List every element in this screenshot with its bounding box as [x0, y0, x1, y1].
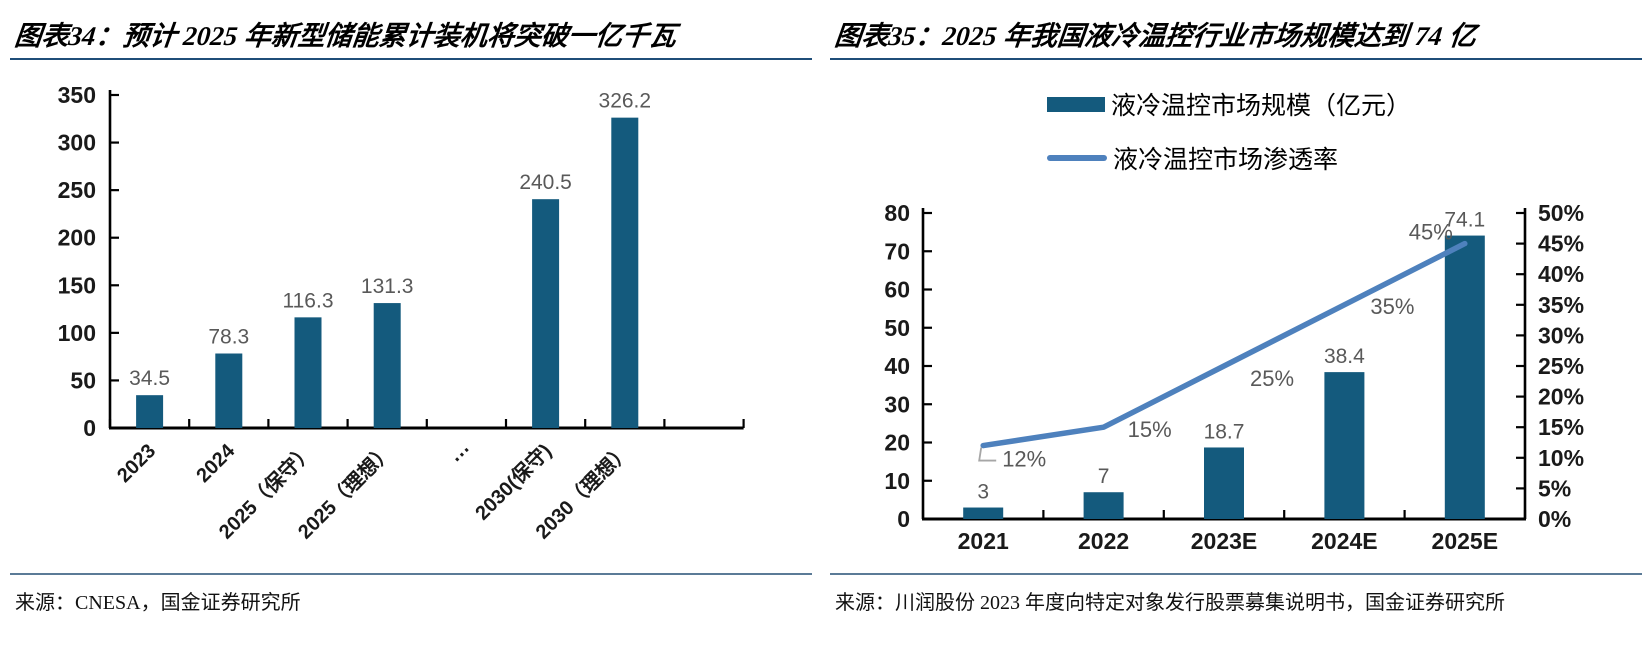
source-rule-right	[830, 573, 1642, 575]
bar-value-label: 74.1	[1444, 209, 1485, 232]
right-y-tick-label: 20%	[1538, 384, 1584, 410]
bar	[1324, 372, 1365, 519]
x-category-label: 2023	[113, 440, 160, 487]
left-y-tick-label: 0	[897, 506, 910, 532]
left-y-tick-label: 50	[884, 315, 910, 341]
left-y-tick-label: 80	[884, 200, 910, 226]
source-rule-left	[10, 573, 812, 575]
penetration-value-label: 12%	[1002, 447, 1046, 472]
bar	[1204, 447, 1244, 519]
legend-item-market-size: 液冷温控市场规模（亿元）	[1047, 86, 1411, 122]
legend-bar-swatch-icon	[1047, 96, 1105, 112]
y-tick-label: 350	[58, 82, 96, 108]
chart-title-left: 图表34：预计 2025 年新型储能累计装机将突破一亿千瓦	[13, 21, 678, 51]
legend: 液冷温控市场规模（亿元） 液冷温控市场渗透率	[1047, 86, 1411, 194]
storage-capacity-bar-chart: 0 50 100 150 200 250 300 350 34.5 2023 78.3 2024 116…	[58, 82, 745, 544]
right-y-tick-label: 40%	[1538, 261, 1584, 287]
bar	[963, 507, 1004, 519]
y-tick-label: 200	[58, 225, 96, 251]
y-tick-label: 100	[58, 320, 96, 346]
left-y-tick-label: 40	[884, 353, 910, 379]
source-note-left: 来源：CNESA，国金证券研究所	[15, 592, 301, 614]
bar-value-label: 326.2	[599, 90, 652, 113]
legend-label-penetration: 液冷温控市场渗透率	[1113, 147, 1339, 174]
bar	[294, 317, 322, 428]
right-y-tick-label: 30%	[1538, 322, 1584, 348]
bar-value-label: 34.5	[129, 367, 170, 390]
left-y-tick-label: 20	[884, 430, 910, 456]
right-y-tick-label: 5%	[1538, 475, 1571, 501]
x-category-label: ⋯	[447, 440, 477, 470]
bar	[136, 395, 164, 428]
chart-title-right: 图表35：2025 年我国液冷温控行业市场规模达到 74 亿	[833, 21, 1478, 51]
left-y-tick-label: 10	[884, 468, 910, 494]
right-y-tick-label: 35%	[1538, 292, 1584, 318]
y-tick-label: 300	[58, 130, 96, 156]
penetration-value-label: 25%	[1250, 366, 1294, 391]
bar-value-label: 240.5	[519, 171, 572, 194]
bar-value-label: 3	[977, 481, 989, 504]
x-category-label: 2022	[1078, 528, 1129, 554]
title-rule-left	[10, 58, 812, 60]
bar	[215, 353, 243, 428]
chart-panel-right: 图表35：2025 年我国液冷温控行业市场规模达到 74 亿 液冷温控市场规模（…	[830, 8, 1642, 640]
bar	[1444, 235, 1485, 519]
penetration-value-label: 15%	[1128, 417, 1172, 442]
right-y-tick-label: 45%	[1538, 231, 1584, 257]
y-tick-label: 250	[58, 177, 96, 203]
x-category-label: 2024E	[1311, 528, 1378, 554]
label-leader-line	[978, 447, 997, 462]
right-y-tick-label: 0%	[1538, 506, 1571, 532]
x-category-label: 2021	[958, 528, 1009, 554]
left-y-tick-label: 30	[884, 391, 910, 417]
bar	[532, 199, 560, 428]
y-tick-label: 50	[70, 367, 96, 393]
right-y-tick-label: 10%	[1538, 445, 1584, 471]
right-y-tick-label: 15%	[1538, 414, 1584, 440]
bar-value-label: 18.7	[1204, 420, 1245, 443]
x-category-label: 2030(保守)	[470, 439, 556, 525]
x-category-label: 2025E	[1432, 528, 1499, 554]
bar-value-label: 78.3	[208, 326, 249, 349]
bar	[611, 117, 639, 429]
y-tick-label: 150	[58, 272, 96, 298]
y-tick-label: 0	[83, 415, 96, 441]
source-note-right: 来源：川润股份 2023 年度向特定对象发行股票募集说明书，国金证券研究所	[835, 592, 1505, 614]
chart-panel-left: 图表34：预计 2025 年新型储能累计装机将突破一亿千瓦 0 50 100 150 2…	[10, 8, 812, 640]
x-category-label: 2023E	[1191, 528, 1258, 554]
left-y-tick-label: 70	[884, 238, 910, 264]
left-y-tick-label: 60	[884, 277, 910, 303]
penetration-line	[980, 240, 1468, 449]
liquid-cooling-combo-chart: 0 10 20 30 40 50 60 70 80 0% 5% 10% 15% 20% 25% 30% 35% 4…	[884, 200, 1584, 554]
bar-value-label: 7	[1098, 465, 1110, 488]
x-category-label: 2024	[192, 439, 240, 487]
bar	[1083, 492, 1124, 519]
penetration-value-label: 45%	[1409, 220, 1453, 245]
legend-item-penetration: 液冷温控市场渗透率	[1047, 140, 1411, 176]
legend-label-market-size: 液冷温控市场规模（亿元）	[1111, 93, 1412, 120]
bar-value-label: 131.3	[361, 275, 414, 298]
right-y-tick-label: 25%	[1538, 353, 1584, 379]
penetration-value-label: 35%	[1370, 294, 1414, 319]
bar-value-label: 38.4	[1324, 345, 1365, 368]
right-y-tick-label: 50%	[1538, 200, 1584, 226]
bar-value-label: 116.3	[283, 289, 334, 312]
title-rule-right	[830, 58, 1642, 60]
bar	[373, 303, 401, 428]
legend-line-swatch-icon	[1047, 155, 1107, 161]
